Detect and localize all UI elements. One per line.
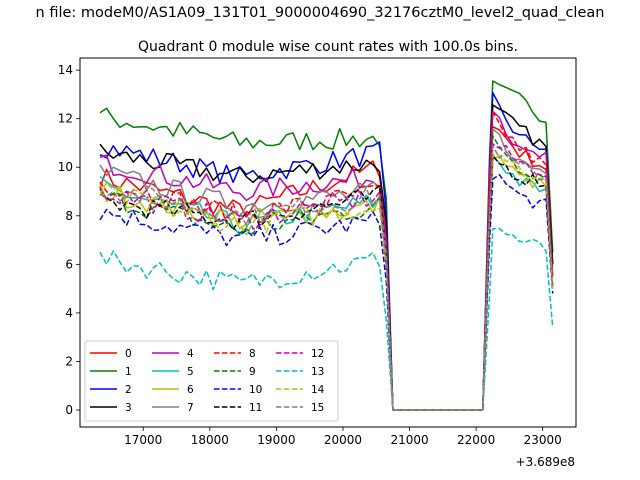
x-tick-label: 17000 xyxy=(124,433,162,447)
axes-frame xyxy=(79,57,577,428)
series-line-13 xyxy=(99,227,554,411)
series-line-10 xyxy=(99,173,554,411)
legend-label-2: 2 xyxy=(125,384,132,396)
series-line-11 xyxy=(99,154,554,411)
series-line-12 xyxy=(99,143,554,411)
x-tick-label: 20000 xyxy=(324,433,362,447)
plot-area xyxy=(99,80,554,411)
series-line-15 xyxy=(99,145,554,411)
y-tick-label: 12 xyxy=(58,112,73,126)
legend-label-13: 13 xyxy=(311,366,324,378)
figure-suptitle: n file: modeM0/AS1A09_131T01_9000004690_… xyxy=(36,5,605,21)
x-tick-label: 23000 xyxy=(524,433,562,447)
x-tick-label: 22000 xyxy=(457,433,495,447)
y-tick-label: 0 xyxy=(65,403,73,417)
chart-title: Quadrant 0 module wise count rates with … xyxy=(138,39,518,55)
x-tick-label: 18000 xyxy=(191,433,229,447)
legend-label-8: 8 xyxy=(249,348,256,360)
legend-box xyxy=(84,340,339,422)
legend-label-9: 9 xyxy=(249,366,256,378)
legend-label-6: 6 xyxy=(187,384,194,396)
legend-label-3: 3 xyxy=(125,402,132,414)
legend-label-1: 1 xyxy=(125,366,132,378)
legend-label-0: 0 xyxy=(125,348,132,360)
axes: 17000 18000 19000 20000 21000 22000 23000 0 2 4 6 8… xyxy=(58,57,577,447)
x-tick-label: 21000 xyxy=(390,433,428,447)
legend-label-4: 4 xyxy=(187,348,194,360)
legend-label-14: 14 xyxy=(311,384,325,396)
legend-label-15: 15 xyxy=(311,402,324,414)
y-tick-label: 8 xyxy=(65,209,73,223)
x-tick-label: 19000 xyxy=(257,433,295,447)
y-tick-label: 6 xyxy=(65,257,73,271)
y-tick-label: 10 xyxy=(58,160,73,174)
legend-label-11: 11 xyxy=(249,402,262,414)
y-tick-label: 4 xyxy=(65,306,73,320)
legend-label-7: 7 xyxy=(187,402,194,414)
legend-label-5: 5 xyxy=(187,366,194,378)
legend-label-12: 12 xyxy=(311,348,324,360)
y-tick-label: 14 xyxy=(58,63,73,77)
legend-label-10: 10 xyxy=(249,384,262,396)
x-axis-offset-label: +3.689e8 xyxy=(516,455,575,469)
y-tick-label: 2 xyxy=(65,354,73,368)
